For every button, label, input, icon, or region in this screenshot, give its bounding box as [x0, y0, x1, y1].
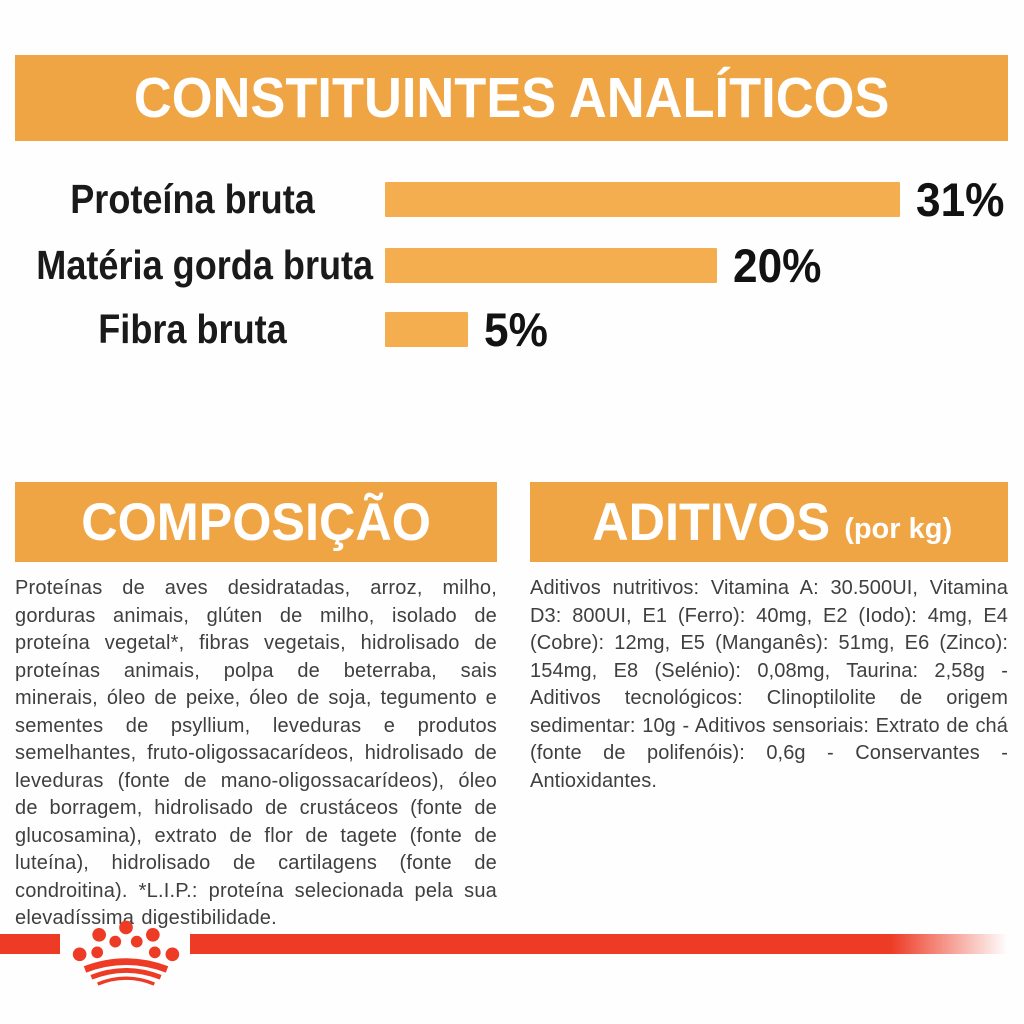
composition-body: Proteínas de aves desidratadas, arroz, m…: [15, 577, 497, 929]
chart-row-fat: Matéria gorda bruta 20%: [15, 237, 827, 293]
chart-row-label: Proteína bruta: [70, 175, 315, 222]
chart-value-label: 20%: [733, 238, 822, 292]
chart-row-protein: Proteína bruta 31%: [15, 171, 1010, 227]
chart-bar-fat: [385, 247, 717, 283]
additives-title: ADITIVOS: [592, 492, 830, 552]
additives-section: ADITIVOS (por kg) Aditivos nutritivos: V…: [530, 482, 1008, 933]
chart-row-label: Matéria gorda bruta: [36, 241, 374, 288]
chart-value-label: 31%: [916, 172, 1005, 226]
royal-canin-crown-icon: [62, 905, 190, 987]
info-columns: COMPOSIÇÃO Proteínas de aves desidratada…: [15, 482, 1008, 933]
analytics-header-banner: CONSTITUINTES ANALÍTICOS: [15, 55, 1008, 141]
additives-header-banner: ADITIVOS (por kg): [530, 482, 1008, 562]
composition-section: COMPOSIÇÃO Proteínas de aves desidratada…: [15, 482, 497, 933]
chart-bar-fiber: [385, 311, 468, 347]
brand-band-left: [0, 934, 60, 954]
analytics-title: CONSTITUINTES ANALÍTICOS: [133, 66, 890, 130]
chart-bar-protein: [385, 181, 900, 217]
chart-row-label: Fibra bruta: [98, 305, 287, 352]
composition-title: COMPOSIÇÃO: [81, 492, 431, 552]
brand-band-right: [190, 934, 1024, 954]
chart-row-fiber: Fibra bruta 5%: [15, 301, 552, 357]
composition-header-banner: COMPOSIÇÃO: [15, 482, 497, 562]
chart-value-label: 5%: [484, 302, 548, 356]
additives-subtitle: (por kg): [844, 512, 953, 545]
additives-body: Aditivos nutritivos: Vitamina A: 30.500U…: [530, 577, 1008, 792]
